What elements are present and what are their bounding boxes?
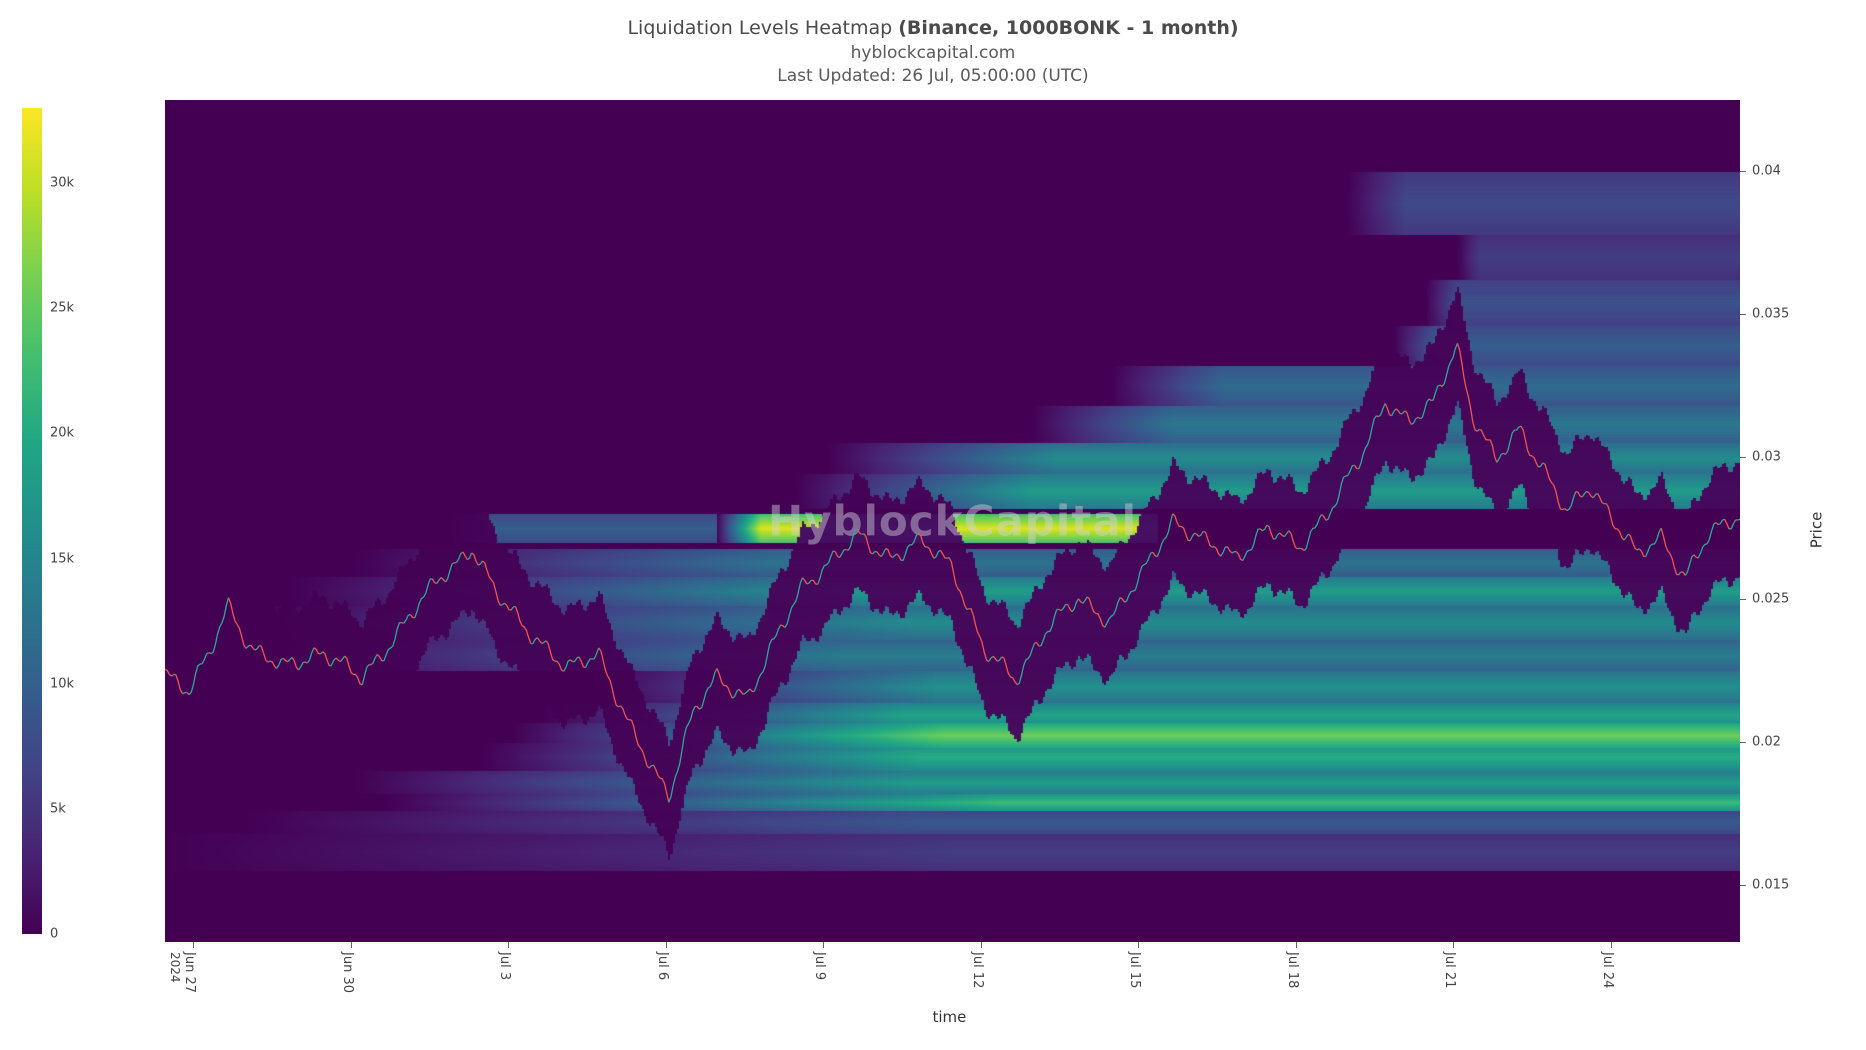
colorbar-tick-label: 25k	[50, 301, 74, 316]
x-tick-mark	[1138, 942, 1139, 948]
x-tick-mark	[1453, 942, 1454, 948]
chart-titles: Liquidation Levels Heatmap (Binance, 100…	[0, 16, 1866, 88]
colorbar	[22, 108, 42, 934]
heatmap-plot-area: HyblockCapital	[165, 100, 1740, 942]
x-tick-mark	[1296, 942, 1297, 948]
chart-root: Liquidation Levels Heatmap (Binance, 100…	[0, 0, 1866, 1050]
x-tick-mark	[666, 942, 667, 948]
x-tick-mark	[351, 942, 352, 948]
x-tick-label: Jul 15	[1127, 952, 1142, 988]
x-tick-mark	[981, 942, 982, 948]
x-tick-label: Jun 272024	[167, 952, 197, 993]
x-tick-label: Jul 24	[1600, 952, 1615, 988]
y-tick-mark	[1740, 599, 1746, 600]
x-tick-mark	[508, 942, 509, 948]
y-tick-mark	[1740, 171, 1746, 172]
colorbar-tick-label: 10k	[50, 676, 74, 691]
colorbar-tick-label: 5k	[50, 801, 66, 816]
y-axis-label: Price	[1807, 512, 1825, 549]
y-tick-label: 0.025	[1752, 592, 1789, 607]
y-tick-label: 0.02	[1752, 735, 1781, 750]
title-bold: (Binance, 1000BONK - 1 month)	[898, 17, 1238, 39]
y-tick-label: 0.04	[1752, 164, 1781, 179]
y-tick-label: 0.03	[1752, 449, 1781, 464]
x-tick-mark	[1611, 942, 1612, 948]
y-tick-label: 0.035	[1752, 307, 1789, 322]
y-tick-mark	[1740, 742, 1746, 743]
x-tick-mark	[193, 942, 194, 948]
x-tick-label: Jul 6	[655, 952, 670, 980]
x-tick-mark	[823, 942, 824, 948]
colorbar-tick-label: 15k	[50, 551, 74, 566]
chart-subtitle-2: Last Updated: 26 Jul, 05:00:00 (UTC)	[0, 65, 1866, 88]
chart-title: Liquidation Levels Heatmap (Binance, 100…	[0, 16, 1866, 42]
x-axis-label: time	[933, 1008, 967, 1026]
x-tick-label: Jul 21	[1442, 952, 1457, 988]
colorbar-tick-label: 0	[50, 927, 58, 942]
y-tick-mark	[1740, 885, 1746, 886]
x-tick-label: Jun 30	[340, 952, 355, 993]
colorbar-tick-label: 20k	[50, 426, 74, 441]
title-prefix: Liquidation Levels Heatmap	[627, 17, 898, 39]
heatmap-canvas	[165, 100, 1740, 942]
chart-subtitle-1: hyblockcapital.com	[0, 42, 1866, 65]
x-tick-label: Jul 18	[1285, 952, 1300, 988]
y-tick-mark	[1740, 457, 1746, 458]
colorbar-tick-label: 30k	[50, 176, 74, 191]
x-tick-label: Jul 3	[497, 952, 512, 980]
x-tick-label: Jul 9	[812, 952, 827, 980]
y-tick-label: 0.015	[1752, 877, 1789, 892]
y-tick-mark	[1740, 314, 1746, 315]
x-tick-label: Jul 12	[970, 952, 985, 988]
